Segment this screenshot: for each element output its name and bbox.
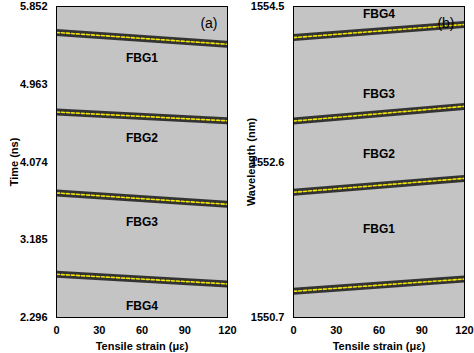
svg-text:60: 60 [373, 324, 385, 336]
svg-text:60: 60 [136, 324, 148, 336]
svg-text:FBG3: FBG3 [363, 87, 395, 101]
svg-text:FBG4: FBG4 [126, 299, 158, 313]
svg-text:3.185: 3.185 [20, 233, 48, 245]
svg-text:1554.5: 1554.5 [251, 0, 285, 12]
svg-text:FBG4: FBG4 [363, 7, 395, 21]
svg-text:30: 30 [330, 324, 342, 336]
svg-text:4.074: 4.074 [20, 156, 48, 168]
svg-text:1552.6: 1552.6 [250, 155, 285, 168]
svg-text:4.963: 4.963 [20, 78, 48, 90]
svg-text:90: 90 [416, 324, 428, 336]
svg-text:FBG1: FBG1 [126, 51, 158, 65]
svg-text:FBG1: FBG1 [363, 222, 395, 236]
svg-text:5.852: 5.852 [20, 0, 48, 12]
svg-text:Time (ns): Time (ns) [8, 137, 20, 186]
svg-text:120: 120 [218, 324, 236, 336]
svg-text:Tensile strain (μɛ): Tensile strain (μɛ) [96, 340, 189, 352]
svg-text:0: 0 [290, 324, 296, 336]
svg-text:2.296: 2.296 [20, 311, 48, 323]
svg-text:FBG2: FBG2 [126, 131, 158, 145]
svg-text:1550.7: 1550.7 [251, 311, 285, 323]
svg-text:0: 0 [53, 324, 59, 336]
svg-text:(b): (b) [437, 15, 454, 31]
svg-text:FBG3: FBG3 [126, 215, 158, 229]
svg-text:Wavelength (nm): Wavelength (nm) [245, 118, 257, 207]
svg-text:FBG2: FBG2 [363, 147, 395, 161]
svg-text:(a): (a) [200, 15, 217, 31]
svg-text:30: 30 [93, 324, 105, 336]
svg-text:Tensile strain (μɛ): Tensile strain (μɛ) [333, 340, 426, 352]
svg-text:120: 120 [455, 324, 473, 336]
svg-text:90: 90 [179, 324, 191, 336]
